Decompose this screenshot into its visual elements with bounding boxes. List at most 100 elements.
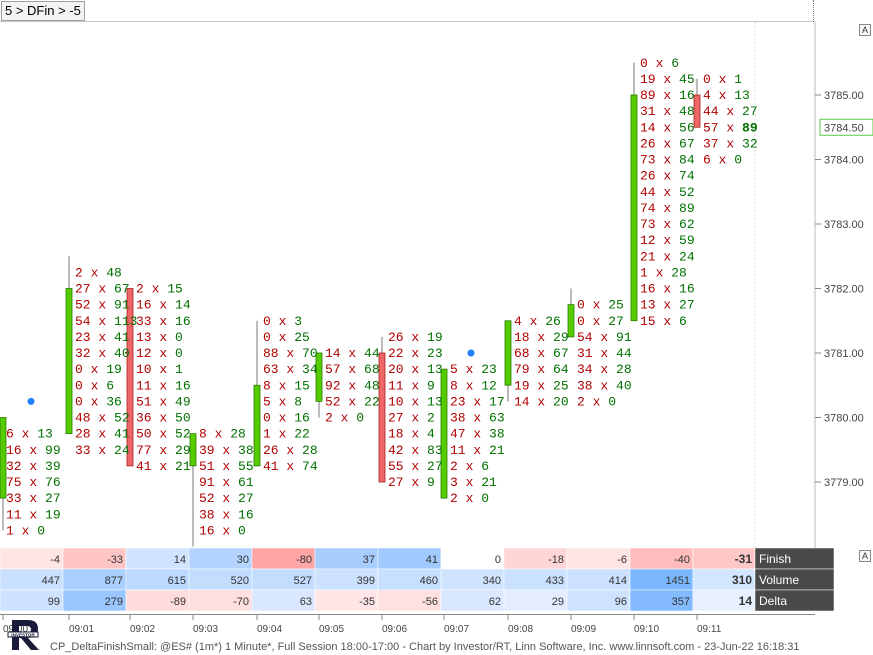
finish-value: 14 [174, 554, 186, 566]
footprint-cell: 14 x 44 [325, 346, 380, 361]
footprint-cell: 27 x 2 [388, 411, 435, 426]
price-label: 3784.00 [824, 155, 864, 167]
footprint-cell: 27 x 9 [388, 475, 435, 490]
footprint-cell: 0 x 25 [577, 298, 624, 313]
footprint-cell: 26 x 19 [388, 330, 443, 345]
footprint-cell: 0 x 27 [577, 314, 624, 329]
footprint-cell: 79 x 64 [514, 362, 569, 377]
finish-value: -40 [674, 554, 690, 566]
volume-value: 433 [546, 575, 564, 587]
footprint-cell: 73 x 62 [640, 217, 695, 232]
time-label: 09:01 [69, 624, 94, 635]
footprint-cell: 12 x 0 [136, 346, 183, 361]
time-label: 09:03 [193, 624, 218, 635]
current-price-label: 3784.50 [824, 122, 864, 134]
finish-value: 30 [237, 554, 249, 566]
footprint-cell: 36 x 50 [136, 411, 191, 426]
footprint-cell: 34 x 28 [577, 362, 632, 377]
time-label: 09:07 [444, 624, 469, 635]
footprint-cell: 16 x 99 [6, 443, 61, 458]
footprint-cell: 89 x 16 [640, 88, 695, 103]
breadcrumb[interactable]: 5 > DFin > -5 [1, 1, 85, 21]
footprint-cell: 57 x 89 [703, 120, 758, 135]
footprint-cell: 52 x 91 [75, 298, 130, 313]
footprint-cell: 44 x 52 [640, 185, 695, 200]
delta-value: 29 [552, 596, 564, 608]
footprint-cell: 26 x 74 [640, 169, 695, 184]
price-label: 3780.00 [824, 413, 864, 425]
time-label: 09:04 [257, 624, 282, 635]
footprint-cell: 28 x 41 [75, 427, 130, 442]
footprint-cell: 16 x 14 [136, 298, 191, 313]
footprint-cell: 54 x 91 [577, 330, 632, 345]
candle-body [315, 352, 323, 402]
footprint-cell: 26 x 67 [640, 136, 695, 151]
footprint-cell: 41 x 21 [136, 459, 191, 474]
footprint-cell: 32 x 39 [6, 459, 61, 474]
time-label: 09:06 [382, 624, 407, 635]
auto-scale-button[interactable]: A [859, 24, 871, 36]
splitter-handle[interactable] [813, 0, 817, 22]
footprint-cell: 0 x 25 [263, 330, 310, 345]
footer-caption: CP_DeltaFinishSmall: @ES# (1m*) 1 Minute… [50, 641, 800, 653]
footprint-cell: 2 x 48 [75, 265, 122, 280]
price-label: 3783.00 [824, 219, 864, 231]
footprint-cell: 18 x 29 [514, 330, 569, 345]
footprint-cell: 42 x 83 [388, 443, 443, 458]
footprint-cell: 14 x 20 [514, 394, 569, 409]
price-label: 3779.00 [824, 477, 864, 489]
footprint-cell: 52 x 22 [325, 394, 380, 409]
footprint-cell: 19 x 25 [514, 378, 569, 393]
footprint-cell: 11 x 21 [450, 443, 505, 458]
footprint-cell: 1 x 28 [640, 265, 687, 280]
footprint-cell: 41 x 74 [263, 459, 318, 474]
volume-value: 447 [42, 575, 60, 587]
footprint-cell: 38 x 63 [450, 411, 505, 426]
footprint-cell: 14 x 56 [640, 120, 695, 135]
signal-dot [467, 349, 475, 357]
delta-value: 96 [615, 596, 627, 608]
volume-value: 399 [357, 575, 375, 587]
footprint-chart[interactable]: 3785.00 3784.00 3783.00 3782.00 3781.00 3780.… [0, 22, 873, 552]
price-label: 3785.00 [824, 90, 864, 102]
stats-scale-button[interactable]: A [859, 550, 871, 562]
footprint-cell: 33 x 24 [75, 443, 130, 458]
volume-value: 520 [231, 575, 249, 587]
footprint-cell: 23 x 41 [75, 330, 130, 345]
footprint-cell: 88 x 70 [263, 346, 318, 361]
footprint-cell: 22 x 23 [388, 346, 443, 361]
footprint-cell: 16 x 16 [640, 282, 695, 297]
signal-dot [27, 397, 35, 405]
footprint-cell: 39 x 38 [199, 443, 254, 458]
finish-value: -6 [617, 554, 627, 566]
footprint-cell: 91 x 61 [199, 475, 254, 490]
footprint-cell: 0 x 6 [75, 378, 114, 393]
footprint-cell: 11 x 9 [388, 378, 435, 393]
footprint-cell: 8 x 12 [450, 378, 497, 393]
finish-value: -4 [50, 554, 60, 566]
price-label: 3782.00 [824, 284, 864, 296]
footprint-cell: 0 x 1 [703, 72, 742, 87]
footprint-cell: 32 x 40 [75, 346, 130, 361]
delta-value: -56 [422, 596, 438, 608]
volume-value: 1451 [666, 575, 690, 587]
footprint-cell: 1 x 0 [6, 523, 45, 538]
delta-label: Delta [759, 594, 787, 608]
volume-value: 340 [483, 575, 501, 587]
price-axis-bg [815, 22, 873, 552]
time-label: 09:08 [508, 624, 533, 635]
footprint-cell: 2 x 0 [450, 491, 489, 506]
candle-body [504, 320, 512, 386]
time-label: 09:05 [319, 624, 344, 635]
footprint-cell: 6 x 0 [703, 153, 742, 168]
footprint-cell: 2 x 15 [136, 282, 183, 297]
candle-body [65, 288, 73, 435]
time-label: 09:09 [571, 624, 596, 635]
delta-value: 357 [672, 596, 690, 608]
footprint-cell: 3 x 21 [450, 475, 497, 490]
footprint-cell: 63 x 34 [263, 362, 318, 377]
time-axis: 09:0009:0109:0209:0309:0409:0509:0609:07… [0, 614, 815, 635]
candle-body [253, 384, 261, 467]
footprint-cell: 37 x 32 [703, 136, 758, 151]
footprint-cell: 2 x 0 [577, 394, 616, 409]
